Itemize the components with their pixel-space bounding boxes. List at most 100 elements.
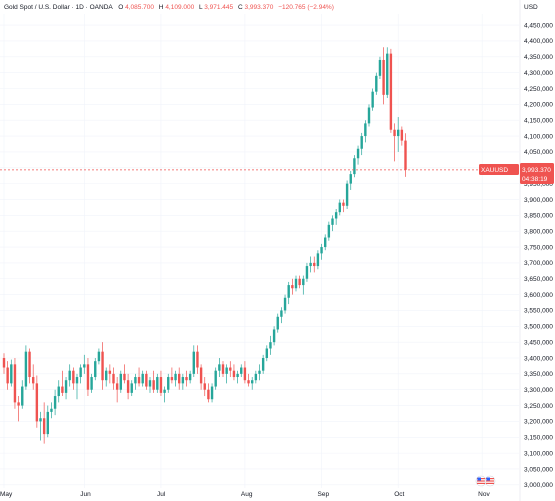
candle-body — [287, 285, 290, 298]
candle-body — [196, 351, 199, 368]
candle — [353, 155, 356, 178]
y-tick-label: 3,700,000 — [524, 260, 553, 267]
candle-body — [207, 389, 210, 400]
candle — [221, 361, 225, 378]
price-tag-price: 3,993.370 — [522, 167, 551, 174]
candle-body — [378, 59, 382, 76]
candle-body — [97, 351, 101, 362]
candle-body — [254, 373, 258, 381]
candle — [152, 370, 155, 393]
candle — [254, 370, 258, 384]
candle — [53, 389, 57, 416]
candle-body — [2, 358, 6, 368]
candle — [24, 345, 28, 390]
candle — [360, 132, 363, 156]
candle — [115, 377, 119, 403]
y-tick-label: 3,750,000 — [524, 244, 553, 251]
candle — [137, 367, 141, 387]
time-axis[interactable]: May Jun Jul Aug Sep Oct Nov — [0, 491, 490, 498]
candle — [28, 348, 31, 384]
candle — [356, 145, 360, 165]
candle — [145, 370, 148, 390]
candle-body — [28, 351, 31, 378]
candle — [130, 380, 133, 397]
candle-body — [75, 377, 79, 384]
candle-body — [400, 129, 404, 141]
y-tick-label: 3,300,000 — [524, 387, 553, 394]
candle-body — [353, 158, 356, 175]
candle — [13, 358, 17, 409]
candle-body — [280, 310, 283, 317]
candle-body — [68, 370, 71, 381]
candle-body — [261, 358, 265, 371]
candle-body — [105, 370, 108, 381]
candle-body — [148, 380, 152, 387]
candle — [64, 377, 68, 400]
candle-body — [32, 377, 35, 384]
low-value: 3,971.445 — [204, 4, 233, 11]
candle-body — [137, 377, 141, 384]
candle-body — [386, 53, 389, 95]
y-tick-label: 3,950,000 — [524, 181, 553, 188]
x-tick-label: Nov — [478, 491, 490, 498]
candle-body — [130, 383, 133, 393]
price-tag: XAUUSD 3,993.370 04:38:19 — [479, 163, 554, 184]
candle-body — [393, 129, 396, 137]
candle-body — [324, 237, 327, 248]
candle — [97, 348, 101, 365]
candle — [79, 364, 82, 384]
candle-body — [13, 364, 17, 403]
candle — [342, 199, 345, 213]
candle — [382, 47, 385, 105]
candle — [309, 256, 312, 273]
candle — [261, 354, 265, 374]
y-tick-label: 3,350,000 — [524, 371, 553, 378]
candle-body — [382, 59, 385, 95]
y-tick-label: 3,650,000 — [524, 276, 553, 283]
candle — [188, 370, 192, 384]
y-tick-label: 3,900,000 — [524, 197, 553, 204]
candle — [126, 373, 130, 400]
y-tick-label: 3,000,000 — [524, 482, 553, 489]
y-tick-label: 3,250,000 — [524, 403, 553, 410]
candle — [50, 402, 53, 419]
candle — [32, 364, 35, 390]
candle-body — [367, 107, 371, 124]
candle — [148, 377, 152, 393]
candle-body — [39, 418, 42, 422]
price-axis[interactable]: 3,000,000 3,050,000 3,100,000 3,150,000 3,20… — [519, 0, 553, 501]
candle-body — [240, 367, 243, 374]
candle-body — [134, 377, 137, 384]
candle-body — [291, 285, 294, 289]
candle-body — [83, 364, 86, 368]
us-flag-icon[interactable] — [475, 475, 496, 487]
candle-body — [302, 278, 305, 286]
candle-body — [181, 377, 185, 384]
candle-body — [112, 373, 115, 384]
candle-body — [64, 380, 68, 393]
candle — [210, 383, 214, 403]
candle-body — [258, 370, 261, 374]
candle — [371, 88, 374, 111]
candle — [298, 275, 301, 289]
candle — [375, 72, 378, 95]
svg-text:Gold Spot / U.S. Dollar · 1D ·: Gold Spot / U.S. Dollar · 1D · OANDA O 4… — [4, 4, 334, 11]
x-tick-label: Jun — [80, 491, 91, 498]
y-tick-label: 3,500,000 — [524, 324, 553, 331]
candle — [35, 375, 39, 428]
candle — [338, 199, 341, 216]
candle-body — [356, 148, 360, 159]
close-value: 3,993.370 — [244, 4, 273, 11]
candle — [2, 353, 6, 374]
candle-body — [159, 377, 163, 393]
candle — [331, 215, 334, 232]
candle — [258, 364, 261, 381]
candle-body — [6, 367, 9, 384]
candle-body — [42, 418, 46, 435]
candle — [101, 342, 104, 390]
candle — [218, 358, 221, 378]
x-tick-label: Oct — [394, 491, 404, 498]
candle — [316, 250, 320, 270]
candle — [269, 335, 272, 355]
